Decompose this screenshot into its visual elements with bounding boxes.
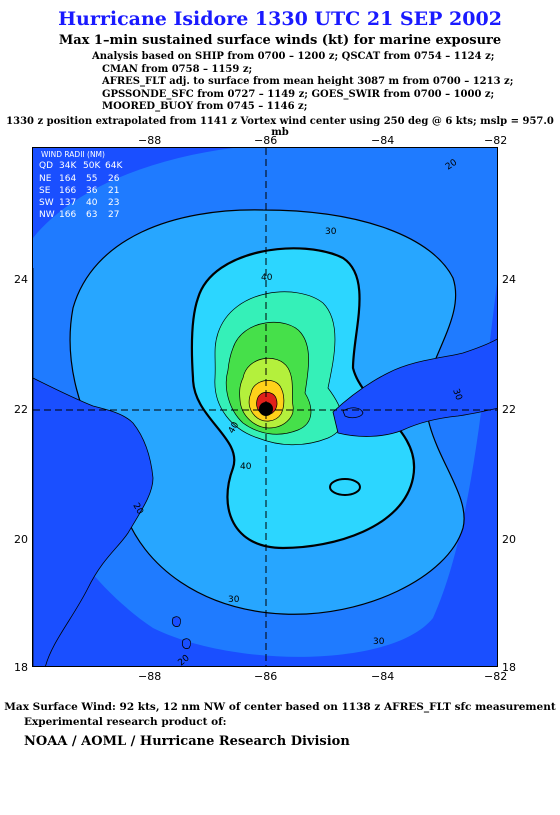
- wind-radii-64k: 27: [108, 210, 119, 220]
- lat-label-right: 18: [502, 661, 516, 674]
- wind-radii-50k: 63: [86, 210, 97, 220]
- lon-label-top: −82: [484, 134, 508, 147]
- wind-radii-header-64k: 64K: [105, 161, 123, 171]
- wind-radii-title: WIND RADII (NM): [41, 150, 105, 159]
- lon-label-top: −86: [254, 134, 278, 147]
- wind-radii-64k: 23: [108, 198, 119, 208]
- contour-label: 30: [373, 637, 385, 647]
- lon-label-top: −88: [138, 134, 162, 147]
- lat-label-left: 18: [14, 661, 28, 674]
- experimental-note: Experimental research product of:: [24, 716, 227, 728]
- wind-field-map: 20 30 40 40 40 30 20 30 30 20 WIND RADII…: [32, 147, 498, 667]
- analysis-line: CMAN from 0758 – 1159 z;: [102, 63, 253, 75]
- storm-center-marker: [259, 402, 273, 416]
- organization-name: NOAA / AOML / Hurricane Research Divisio…: [24, 734, 350, 749]
- lon-label-top: −84: [371, 134, 395, 147]
- analysis-line: GPSSONDE_SFC from 0727 – 1149 z; GOES_SW…: [102, 88, 495, 100]
- lat-label-right: 22: [502, 403, 516, 416]
- yucatan-landmass: [33, 268, 154, 666]
- contour-label: 30: [450, 388, 463, 402]
- lat-label-right: 20: [502, 533, 516, 546]
- wind-radii-header-qd: QD: [39, 161, 53, 171]
- contour-label: 30: [325, 227, 337, 237]
- lon-label-bottom: −84: [371, 670, 395, 683]
- wind-field-svg: 20 30 40 40 40 30 20 30 30 20 WIND RADII…: [33, 148, 497, 666]
- wind-radii-64k: 26: [108, 174, 120, 184]
- analysis-sources: Analysis based on SHIP from 0700 – 1200 …: [92, 51, 513, 114]
- contour-40kt-line: [190, 247, 416, 550]
- wind-radii-50k: 36: [86, 186, 98, 196]
- wind-radii-table: WIND RADII (NM) QD 34K 50K 64K NE 164 55…: [39, 150, 123, 220]
- wind-radii-50k: 40: [86, 198, 98, 208]
- chart-title: Hurricane Isidore 1330 UTC 21 SEP 2002: [58, 8, 502, 30]
- lon-label-bottom: −82: [484, 670, 508, 683]
- cuba-landmass: [332, 338, 497, 437]
- analysis-line: MOORED_BUOY from 0745 – 1146 z;: [102, 101, 308, 113]
- wind-radii-34k: 166: [59, 186, 76, 196]
- wind-radii-quadrant: NE: [39, 174, 52, 184]
- wind-radii-34k: 166: [59, 210, 76, 220]
- lon-label-bottom: −86: [254, 670, 278, 683]
- contour-label: 40: [240, 462, 252, 472]
- analysis-line: AFRES_FLT adj. to surface from mean heig…: [102, 76, 514, 88]
- wind-radii-header-50k: 50K: [83, 161, 101, 171]
- wind-radii-quadrant: NW: [39, 210, 55, 220]
- analysis-line: Analysis based on SHIP from 0700 – 1200 …: [92, 51, 495, 62]
- lat-label-left: 24: [14, 273, 28, 286]
- wind-radii-64k: 21: [108, 186, 119, 196]
- position-note: 1330 z position extrapolated from 1141 z…: [6, 116, 554, 138]
- contour-label: 40: [261, 273, 273, 283]
- wind-radii-34k: 137: [59, 198, 76, 208]
- wind-radii-50k: 55: [86, 174, 97, 184]
- wind-radii-header-34k: 34K: [59, 161, 77, 171]
- wind-radii-quadrant: SW: [39, 198, 54, 208]
- contour-label: 30: [228, 595, 240, 605]
- isle-of-youth: [342, 407, 364, 419]
- max-wind-note: Max Surface Wind: 92 kts, 12 nm NW of ce…: [4, 701, 556, 713]
- contour-30kt-closed: [329, 478, 361, 496]
- chart-subtitle: Max 1–min sustained surface winds (kt) f…: [58, 33, 502, 48]
- island: [171, 616, 181, 627]
- island: [181, 638, 191, 649]
- wind-radii-quadrant: SE: [39, 186, 51, 196]
- lat-label-left: 22: [14, 403, 28, 416]
- lat-label-left: 20: [14, 533, 28, 546]
- lon-label-bottom: −88: [138, 670, 162, 683]
- lat-label-right: 24: [502, 273, 516, 286]
- wind-radii-34k: 164: [59, 174, 76, 184]
